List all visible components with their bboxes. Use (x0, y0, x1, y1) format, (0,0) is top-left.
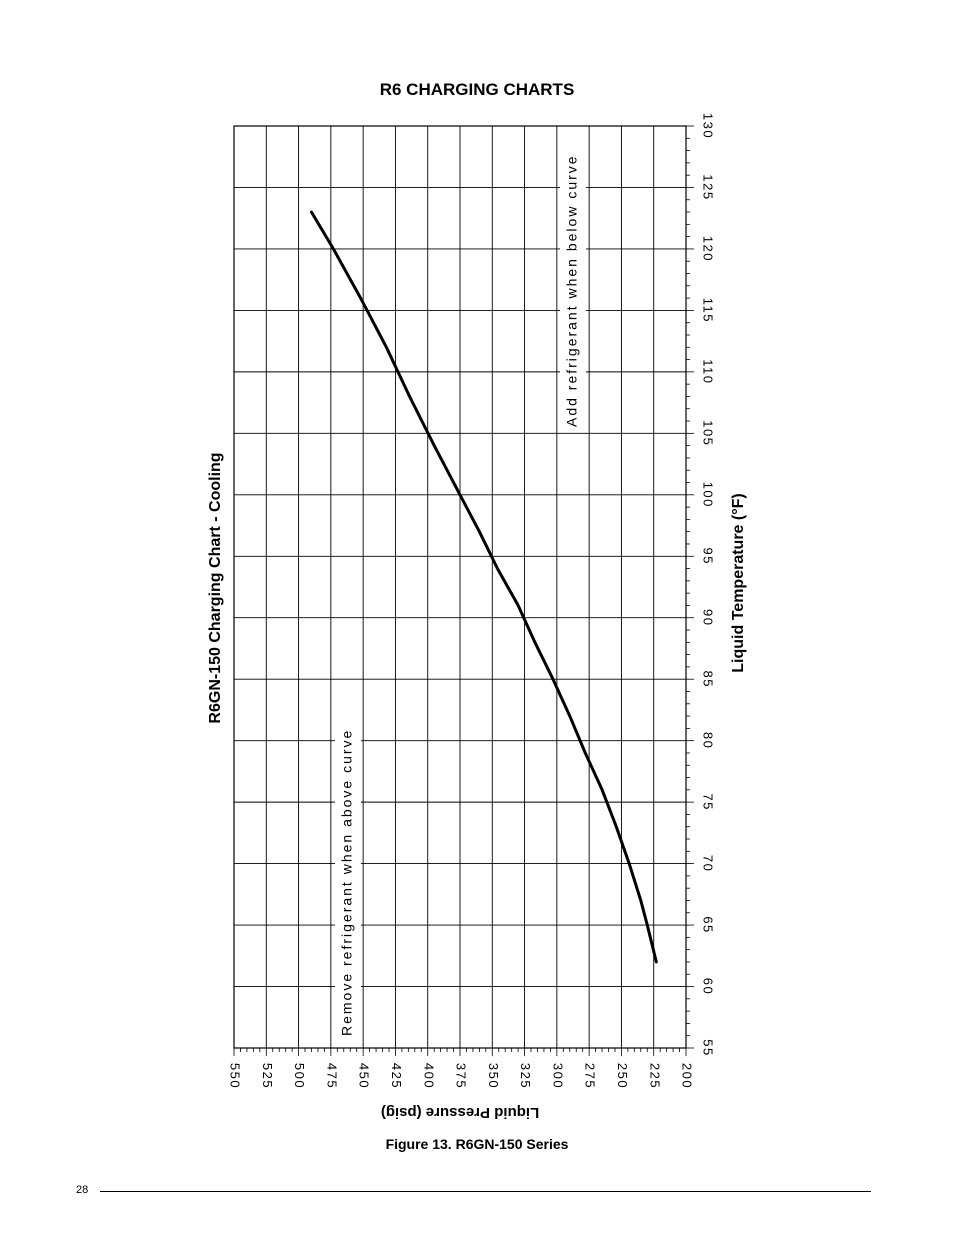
temp-tick-label: 110 (701, 359, 716, 384)
temp-tick-label: 55 (701, 1039, 716, 1056)
pressure-tick-label: 500 (292, 1063, 307, 1089)
pressure-tick-label: 350 (486, 1063, 501, 1089)
tick-labels: 55 60 65 70 75 80 85 90 95 100 105 110 115 120 125 130 5… (228, 113, 716, 1089)
pressure-tick-label: 250 (615, 1063, 630, 1089)
axis-ticks (233, 125, 694, 1056)
temp-tick-label: 125 (701, 174, 716, 200)
pressure-tick-label: 300 (550, 1063, 565, 1089)
page-heading: R6 CHARGING CHARTS (379, 80, 575, 99)
temp-tick-label: 80 (701, 732, 716, 749)
temp-tick-label: 60 (701, 978, 716, 995)
temp-tick-label: 70 (701, 855, 716, 872)
grid (233, 125, 687, 1049)
pressure-tick-label: 200 (680, 1063, 695, 1089)
page-number: 28 (76, 1184, 89, 1196)
pressure-tick-label: 525 (260, 1063, 275, 1089)
temp-tick-label: 100 (701, 482, 716, 508)
temp-tick-label: 75 (701, 793, 716, 810)
add-refrigerant-note: Add refrigerant when below curve (564, 154, 580, 427)
pressure-tick-label: 475 (324, 1063, 339, 1089)
remove-refrigerant-note: Remove refrigerant when above curve (339, 729, 355, 1036)
pressure-tick-label: 325 (518, 1063, 533, 1089)
pressure-tick-label: 400 (421, 1063, 436, 1089)
temp-tick-label: 130 (701, 113, 716, 139)
pressure-tick-label: 225 (647, 1063, 662, 1089)
pressure-tick-label: 550 (228, 1063, 243, 1089)
temp-tick-label: 105 (701, 420, 716, 446)
add-note-box (560, 128, 586, 430)
pressure-tick-label: 275 (583, 1063, 598, 1089)
chart-title: R6GN-150 Charging Chart - Cooling (207, 452, 224, 723)
pressure-tick-label: 425 (389, 1063, 404, 1089)
y-axis-label: Liquid Pressure (psig) (381, 1104, 539, 1121)
charging-curve (310, 210, 658, 964)
pressure-tick-label: 450 (357, 1063, 372, 1089)
plot-frame (233, 125, 687, 1049)
remove-note-box (335, 680, 361, 1040)
figure-caption: Figure 13. R6GN-150 Series (385, 1136, 569, 1152)
temp-tick-label: 115 (701, 298, 716, 323)
temp-tick-label: 65 (701, 916, 716, 933)
temp-tick-label: 85 (701, 670, 716, 687)
pressure-tick-label: 375 (454, 1063, 469, 1089)
temp-tick-label: 90 (701, 609, 716, 626)
temp-tick-label: 120 (701, 236, 716, 262)
x-axis-label: Liquid Temperature (°F) (730, 493, 747, 672)
temp-tick-label: 95 (701, 548, 716, 565)
footer-rule (100, 1191, 871, 1192)
